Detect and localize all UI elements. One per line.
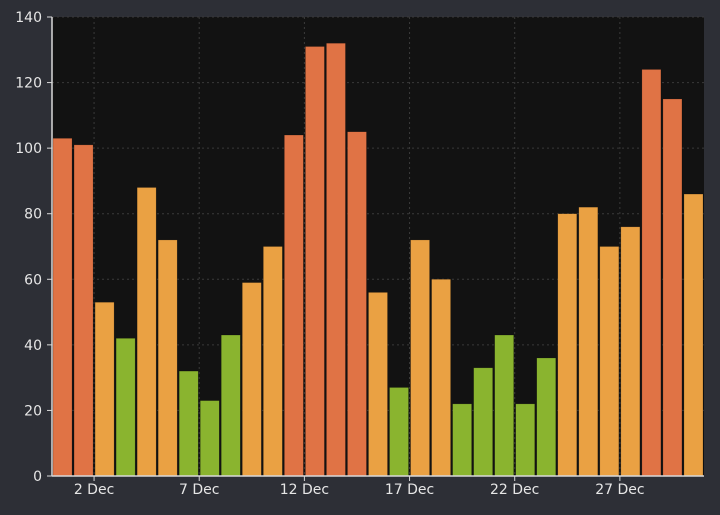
bars bbox=[52, 42, 704, 477]
x-tick-label-11: 12 Dec bbox=[280, 482, 329, 498]
bar-9-dec bbox=[221, 334, 241, 477]
bar-12-dec bbox=[284, 134, 304, 477]
bar-25-dec bbox=[557, 213, 578, 477]
bar-15-dec bbox=[347, 131, 367, 477]
bar-27-dec bbox=[599, 246, 620, 477]
bar-6-dec bbox=[157, 239, 178, 477]
bar-8-dec bbox=[199, 400, 220, 477]
bar-1-dec bbox=[52, 138, 73, 477]
bar-26-dec bbox=[578, 206, 599, 477]
bar-2-dec bbox=[73, 144, 94, 477]
bar-14-dec bbox=[326, 42, 346, 477]
y-tick-label-0: 0 bbox=[33, 469, 42, 485]
bar-28-dec bbox=[620, 226, 641, 477]
bar-5-dec bbox=[136, 187, 157, 477]
axes bbox=[47, 16, 704, 481]
y-tick-label-140: 140 bbox=[15, 10, 42, 26]
bar-22-dec bbox=[494, 334, 514, 477]
x-tick-label-6: 7 Dec bbox=[179, 482, 219, 498]
y-tick-label-60: 60 bbox=[24, 272, 42, 288]
bar-20-dec bbox=[452, 403, 472, 477]
bar-18-dec bbox=[410, 239, 430, 477]
y-tick-label-120: 120 bbox=[15, 76, 42, 92]
bar-19-dec bbox=[431, 279, 451, 477]
bar-31-dec bbox=[683, 193, 704, 477]
x-tick-label-26: 27 Dec bbox=[595, 482, 644, 498]
bar-30-dec bbox=[662, 98, 683, 477]
y-tick-label-80: 80 bbox=[24, 207, 42, 223]
bar-7-dec bbox=[178, 370, 199, 477]
tick-labels: 0 20 40 60 80 100 120 140 2 Dec 7 Dec 12 Dec 17 Dec… bbox=[15, 10, 644, 498]
bar-11-dec bbox=[263, 246, 283, 477]
bar-10-dec bbox=[242, 282, 262, 477]
x-tick-label-16: 17 Dec bbox=[385, 482, 434, 498]
bar-21-dec bbox=[473, 367, 493, 477]
bar-17-dec bbox=[389, 387, 409, 477]
bar-13-dec bbox=[305, 46, 325, 477]
bar-16-dec bbox=[368, 292, 388, 477]
bar-29-dec bbox=[641, 69, 662, 477]
y-tick-label-20: 20 bbox=[24, 403, 42, 419]
bar-3-dec bbox=[94, 301, 115, 477]
y-tick-label-40: 40 bbox=[24, 338, 42, 354]
bar-24-dec bbox=[536, 357, 557, 477]
bar-4-dec bbox=[115, 338, 136, 477]
x-tick-label-1: 2 Dec bbox=[74, 482, 114, 498]
x-tick-label-21: 22 Dec bbox=[490, 482, 539, 498]
bar-23-dec bbox=[515, 403, 535, 477]
y-tick-label-100: 100 bbox=[15, 141, 42, 157]
